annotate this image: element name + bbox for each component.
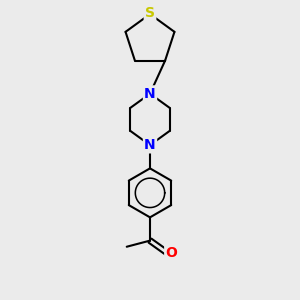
Text: S: S: [145, 6, 155, 20]
Text: O: O: [166, 246, 177, 260]
Text: N: N: [144, 138, 156, 152]
Text: N: N: [144, 87, 156, 101]
